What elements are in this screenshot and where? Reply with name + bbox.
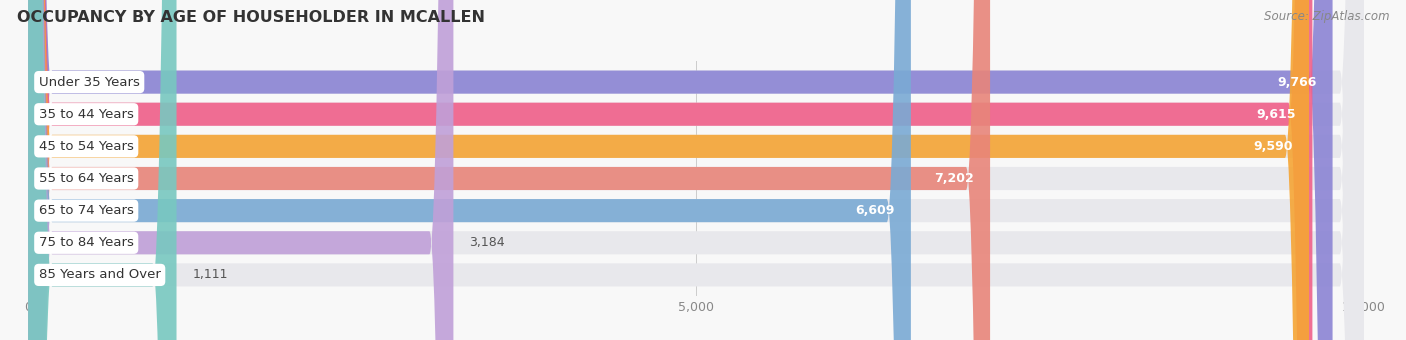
Text: Source: ZipAtlas.com: Source: ZipAtlas.com: [1264, 10, 1389, 23]
Text: 55 to 64 Years: 55 to 64 Years: [39, 172, 134, 185]
Text: 7,202: 7,202: [935, 172, 974, 185]
Text: Under 35 Years: Under 35 Years: [39, 75, 139, 89]
FancyBboxPatch shape: [28, 0, 1333, 340]
Text: 6,609: 6,609: [855, 204, 894, 217]
Text: 45 to 54 Years: 45 to 54 Years: [39, 140, 134, 153]
FancyBboxPatch shape: [28, 0, 1364, 340]
Text: 9,615: 9,615: [1257, 108, 1296, 121]
FancyBboxPatch shape: [28, 0, 1364, 340]
Text: 1,111: 1,111: [193, 268, 228, 282]
Text: 75 to 84 Years: 75 to 84 Years: [39, 236, 134, 249]
Text: OCCUPANCY BY AGE OF HOUSEHOLDER IN MCALLEN: OCCUPANCY BY AGE OF HOUSEHOLDER IN MCALL…: [17, 10, 485, 25]
Text: 9,590: 9,590: [1254, 140, 1294, 153]
FancyBboxPatch shape: [28, 0, 453, 340]
FancyBboxPatch shape: [28, 0, 1364, 340]
FancyBboxPatch shape: [28, 0, 1312, 340]
FancyBboxPatch shape: [28, 0, 1309, 340]
Text: 9,766: 9,766: [1277, 75, 1316, 89]
FancyBboxPatch shape: [28, 0, 1364, 340]
FancyBboxPatch shape: [28, 0, 1364, 340]
Text: 85 Years and Over: 85 Years and Over: [39, 268, 160, 282]
Text: 3,184: 3,184: [470, 236, 505, 249]
FancyBboxPatch shape: [28, 0, 911, 340]
Text: 35 to 44 Years: 35 to 44 Years: [39, 108, 134, 121]
FancyBboxPatch shape: [28, 0, 177, 340]
FancyBboxPatch shape: [28, 0, 1364, 340]
FancyBboxPatch shape: [28, 0, 990, 340]
Text: 65 to 74 Years: 65 to 74 Years: [39, 204, 134, 217]
FancyBboxPatch shape: [28, 0, 1364, 340]
